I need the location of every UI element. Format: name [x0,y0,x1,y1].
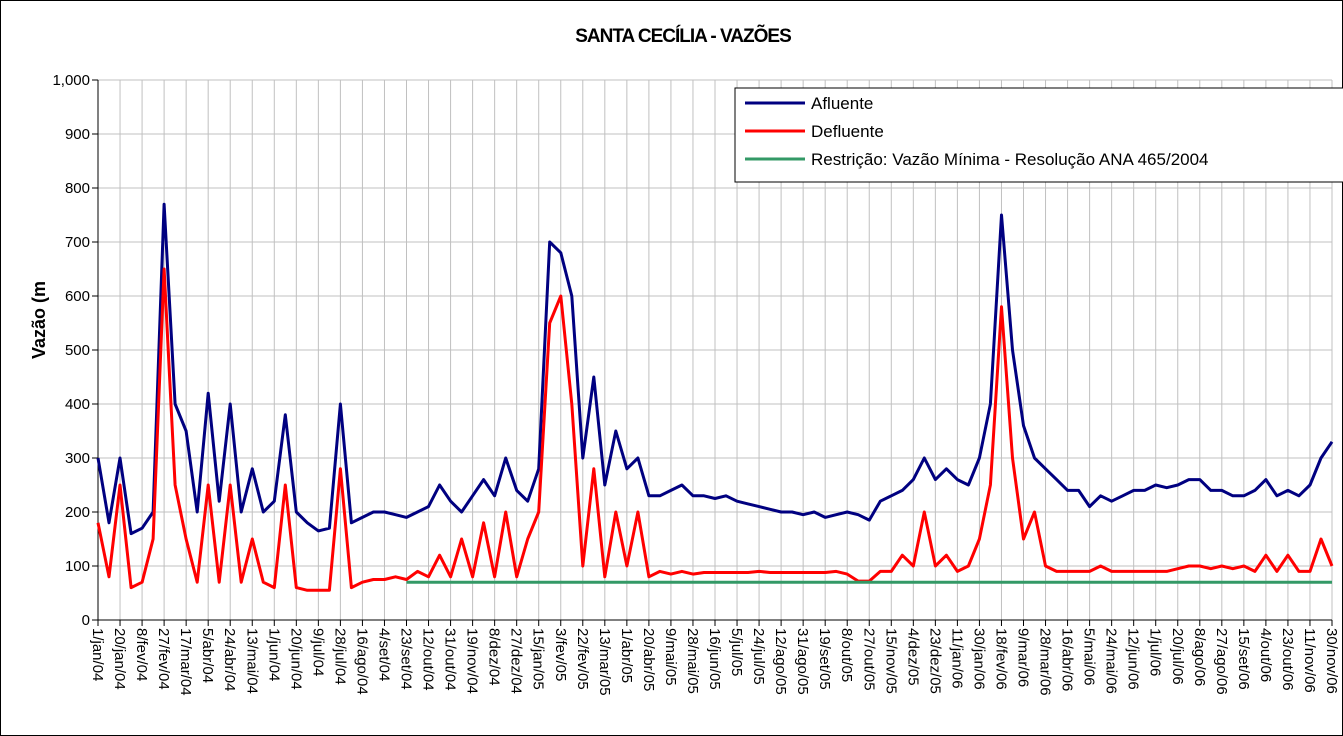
x-tick-label: 11/nov/06 [1301,628,1318,693]
x-tick-label: 24/mai/06 [1103,628,1120,694]
x-tick-label: 1/jan/04 [89,628,106,681]
y-tick-label: 800 [65,180,90,197]
series-line [96,267,1334,592]
x-tick-label: 3/fev/05 [552,628,569,681]
x-tick-label: 16/abr/06 [1059,628,1076,691]
y-axis-label: Vazão (m [29,281,49,359]
x-tick-label: 17/mar/04 [177,628,194,696]
x-tick-label: 23/out/06 [1279,628,1296,691]
legend-label: Restrição: Vazão Mínima - Resolução ANA … [811,150,1209,169]
x-tick-label: 12/ago/05 [772,628,789,695]
x-tick-label: 1/jun/04 [265,628,282,681]
legend-box [734,87,1343,183]
y-tick-label: 400 [65,396,90,413]
x-tick-label: 13/mai/04 [243,628,260,694]
x-tick-label: 20/abr/05 [640,628,657,691]
x-tick-label: 4/out/06 [1257,628,1274,682]
x-tick-label: 5/jul/05 [728,628,745,676]
x-tick-label: 15/set/06 [1235,628,1252,690]
x-tick-label: 24/abr/04 [221,628,238,691]
x-tick-label: 30/jan/06 [970,628,987,690]
y-tick-label: 100 [65,558,90,575]
x-tick-label: 16/ago/04 [353,628,370,695]
x-tick-label: 8/dez/04 [486,628,503,686]
x-tick-label: 20/jun/04 [287,628,304,690]
x-tick-label: 23/dez/05 [926,628,943,694]
x-tick-label: 5/abr/04 [199,628,216,683]
x-tick-label: 9/mar/06 [1015,628,1032,687]
y-tick-label: 200 [65,504,90,521]
x-tick-label: 8/fev/04 [133,628,150,681]
x-tick-label: 31/out/04 [442,628,459,691]
x-tick-label: 15/nov/05 [882,628,899,694]
x-tick-label: 18/fev/06 [992,628,1009,690]
x-tick-label: 4/set/04 [375,628,392,681]
x-tick-label: 19/set/05 [816,628,833,690]
x-tick-label: 5/mai/06 [1081,628,1098,686]
x-tick-label: 13/mar/05 [596,628,613,696]
y-tick-label: 1,000 [52,72,90,89]
x-tick-label: 27/ago/06 [1213,628,1230,695]
x-tick-label: 9/mai/05 [662,628,679,686]
legend-label: Afluente [811,94,873,113]
x-tick-label: 19/nov/04 [464,628,481,694]
x-tick-label: 12/jun/06 [1125,628,1142,690]
x-tick-label: 28/mar/06 [1037,628,1054,696]
x-tick-label: 27/out/05 [860,628,877,691]
y-tick-label: 700 [65,234,90,251]
series-line [96,202,1334,536]
x-tick-label: 1/jul/06 [1147,628,1164,676]
x-tick-label: 28/jul/04 [331,628,348,685]
y-tick-label: 300 [65,450,90,467]
legend-label: Defluente [811,122,884,141]
x-tick-label: 8/ago/06 [1191,628,1208,686]
x-tick-label: 27/dez/04 [508,628,525,694]
x-tick-label: 16/jun/05 [706,628,723,690]
x-tick-label: 11/jan/06 [948,628,965,689]
x-tick-label: 8/out/05 [838,628,855,682]
y-tick-label: 900 [65,126,90,143]
x-tick-label: 27/fev/04 [155,628,172,690]
x-tick-label: 20/jul/06 [1169,628,1186,685]
x-tick-label: 12/out/04 [420,628,437,691]
x-tick-label: 24/jul/05 [750,628,767,685]
x-tick-label: 23/set/04 [398,628,415,690]
chart-title: SANTA CECÍLIA - VAZÕES [575,25,791,47]
x-tick-label: 20/jan/04 [111,628,128,690]
x-tick-label: 30/nov/06 [1323,628,1340,694]
x-tick-label: 4/dez/05 [904,628,921,686]
x-tick-label: 1/abr/05 [618,628,635,683]
y-tick-label: 600 [65,288,90,305]
y-tick-label: 500 [65,342,90,359]
x-tick-label: 9/jul/04 [309,628,326,676]
x-tick-label: 31/ago/05 [794,628,811,695]
x-tick-label: 28/mai/05 [684,628,701,694]
x-tick-label: 22/fev/05 [574,628,591,690]
x-tick-label: 15/jan/05 [530,628,547,690]
y-tick-label: 0 [82,612,90,629]
